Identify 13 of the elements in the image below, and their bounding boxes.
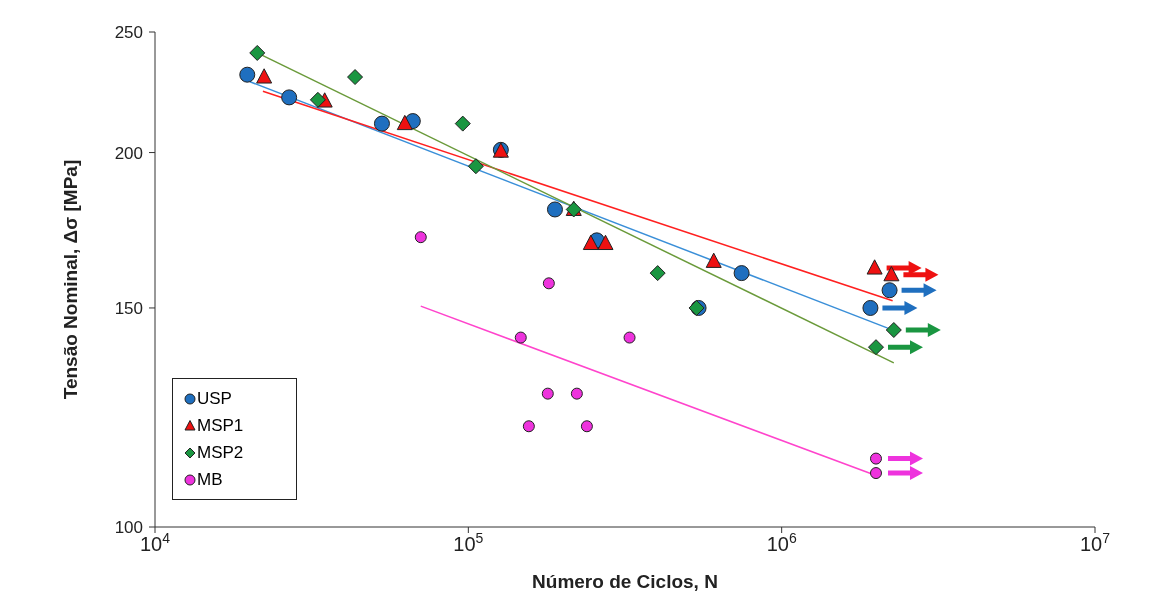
y-tick-label: 100 [114,518,143,537]
legend-label: MSP1 [197,415,244,436]
x-tick-label: 10$^{6}$ [766,530,797,555]
y-axis-title: Tensão Nominal, Δσ [MPa] [59,159,81,400]
x-axis-title: Número de Ciclos, N [532,571,718,593]
x-tick-label: 10$^{5}$ [453,530,484,555]
legend-label: MB [197,469,223,490]
y-tick-label: 150 [114,298,143,318]
y-tick-label: 200 [114,143,143,163]
x-tick-label: 10$^{7}$ [1079,530,1111,555]
legend-label: MSP2 [197,442,244,463]
y-tick-label: 250 [114,23,143,42]
legend-label: USP [197,388,232,409]
